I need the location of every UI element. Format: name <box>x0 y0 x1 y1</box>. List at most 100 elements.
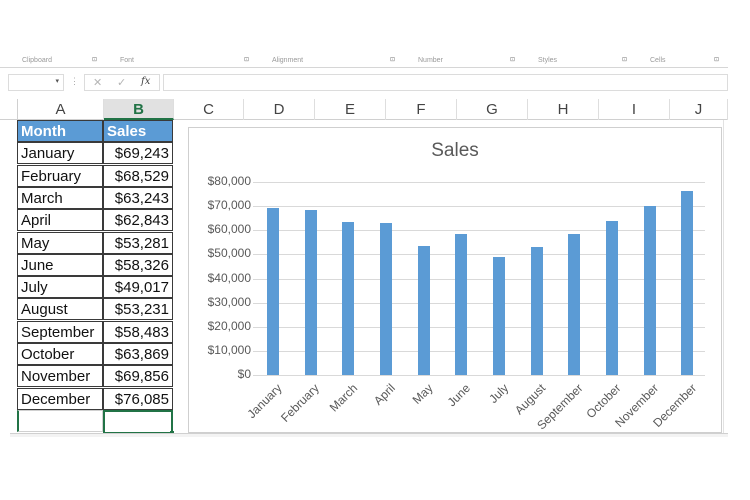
dialog-launcher-icon[interactable]: ⊡ <box>92 57 98 63</box>
column-header-h[interactable]: H <box>528 99 599 120</box>
bar-july[interactable] <box>492 256 505 375</box>
sales-cell[interactable]: $62,843 <box>103 209 173 232</box>
bar-march[interactable] <box>342 222 355 375</box>
y-axis-tick-label: $70,000 <box>207 198 251 213</box>
x-axis-tick-label: May <box>409 381 436 407</box>
formula-input[interactable] <box>163 74 728 91</box>
x-axis-tick-label: June <box>444 381 474 410</box>
bar-august[interactable] <box>530 246 543 375</box>
x-axis-tick-label: February <box>278 381 323 425</box>
header-cell-month[interactable]: Month <box>17 120 103 142</box>
sales-cell[interactable]: $68,529 <box>103 164 173 187</box>
gridline <box>253 206 705 208</box>
y-axis-tick-label: $30,000 <box>207 294 251 309</box>
month-cell[interactable]: February <box>17 164 103 187</box>
sales-cell[interactable]: $58,483 <box>103 320 173 343</box>
empty-cell[interactable] <box>17 409 103 432</box>
y-axis-tick-label: $10,000 <box>207 342 251 357</box>
month-cell[interactable]: October <box>17 343 103 365</box>
sales-cell[interactable]: $63,243 <box>103 186 173 209</box>
dialog-launcher-icon[interactable]: ⊡ <box>244 57 250 63</box>
y-axis-tick-label: $20,000 <box>207 318 251 333</box>
gridline <box>253 278 705 280</box>
sales-cell[interactable]: $58,326 <box>103 253 173 276</box>
active-cell[interactable] <box>103 409 173 434</box>
y-axis-tick-label: $0 <box>237 367 251 381</box>
header-cell-sales[interactable]: Sales <box>103 120 173 142</box>
sales-cell[interactable]: $53,231 <box>103 298 173 321</box>
bar-september[interactable] <box>568 233 581 375</box>
month-cell[interactable]: April <box>17 209 103 232</box>
formula-buttons: ✕ ✓ fx <box>84 74 160 91</box>
month-cell[interactable]: August <box>17 298 103 321</box>
gridline <box>253 326 705 328</box>
ribbon-group-label: Font <box>120 57 135 64</box>
bar-may[interactable] <box>417 246 430 375</box>
x-axis-tick-label: July <box>485 381 511 406</box>
month-cell[interactable]: September <box>17 320 103 343</box>
sales-cell[interactable]: $53,281 <box>103 231 173 254</box>
y-axis-tick-label: $80,000 <box>207 174 251 188</box>
gridline <box>253 182 705 183</box>
sales-cell[interactable]: $69,856 <box>103 365 173 388</box>
sales-cell[interactable]: $49,017 <box>103 276 173 299</box>
bar-january[interactable] <box>266 207 279 375</box>
month-cell[interactable]: November <box>17 365 103 388</box>
insert-function-icon[interactable]: fx <box>141 76 151 87</box>
bar-april[interactable] <box>379 223 392 375</box>
y-axis-tick-label: $50,000 <box>207 246 251 261</box>
ribbon-group-labels: Clipboard ⊡ Font ⊡ Alignment ⊡ Number ⊡ Styles ⊡ C… <box>0 55 728 68</box>
column-header-f[interactable]: F <box>386 99 457 120</box>
select-all-corner[interactable] <box>8 99 18 120</box>
month-cell[interactable]: December <box>17 387 103 410</box>
ribbon-group-label: Alignment <box>272 57 304 64</box>
y-axis-tick-label: $40,000 <box>207 270 251 285</box>
column-header-a[interactable]: A <box>18 99 104 120</box>
ribbon-group-label: Cells <box>650 57 666 64</box>
column-header-g[interactable]: G <box>457 99 528 120</box>
sales-cell[interactable]: $76,085 <box>103 387 173 410</box>
fill-handle[interactable] <box>170 430 174 435</box>
gridline <box>253 302 705 304</box>
bar-december[interactable] <box>681 191 694 375</box>
chevron-down-icon[interactable]: ▾ <box>55 78 59 85</box>
column-header-b[interactable]: B <box>104 99 174 120</box>
month-cell[interactable]: June <box>17 253 103 276</box>
dialog-launcher-icon[interactable]: ⊡ <box>622 57 628 63</box>
bar-june[interactable] <box>455 234 468 375</box>
bar-february[interactable] <box>304 209 317 375</box>
dialog-launcher-icon[interactable]: ⊡ <box>714 57 720 63</box>
column-header-j[interactable]: J <box>670 99 728 120</box>
column-header-i[interactable]: I <box>599 99 670 120</box>
dialog-launcher-icon[interactable]: ⊡ <box>390 57 396 63</box>
sales-cell[interactable]: $63,869 <box>103 343 173 365</box>
cancel-icon[interactable]: ✕ <box>93 77 103 89</box>
gridline <box>253 230 705 232</box>
bar-november[interactable] <box>643 206 656 375</box>
ribbon-group-label: Clipboard <box>22 57 52 64</box>
x-axis-tick-label: March <box>326 381 361 415</box>
grip-icon: ⋮ <box>70 76 79 86</box>
name-box[interactable]: ▾ <box>8 74 64 91</box>
gridline <box>253 375 705 376</box>
column-header-e[interactable]: E <box>315 99 386 120</box>
y-axis-tick-label: $60,000 <box>207 222 251 237</box>
month-cell[interactable]: July <box>17 276 103 299</box>
ribbon-group-label: Styles <box>538 57 558 64</box>
column-header-c[interactable]: C <box>174 99 244 120</box>
column-header-d[interactable]: D <box>244 99 315 120</box>
sales-cell[interactable]: $69,243 <box>103 142 173 165</box>
formula-bar: ▾ ⋮ ✕ ✓ fx <box>0 73 728 93</box>
sheet-tabs-bar <box>10 433 728 437</box>
chart-title[interactable]: Sales <box>431 140 479 161</box>
x-axis-tick-label: April <box>370 381 398 408</box>
bar-october[interactable] <box>605 220 618 375</box>
sales-chart[interactable]: Sales $0 $10,000 $20,000 $30,000 $40,000 $50,… <box>188 127 722 433</box>
gridline <box>253 254 705 256</box>
month-cell[interactable]: May <box>17 231 103 254</box>
month-cell[interactable]: March <box>17 186 103 209</box>
month-cell[interactable]: January <box>17 142 103 165</box>
dialog-launcher-icon[interactable]: ⊡ <box>510 57 516 63</box>
check-icon[interactable]: ✓ <box>117 77 127 89</box>
